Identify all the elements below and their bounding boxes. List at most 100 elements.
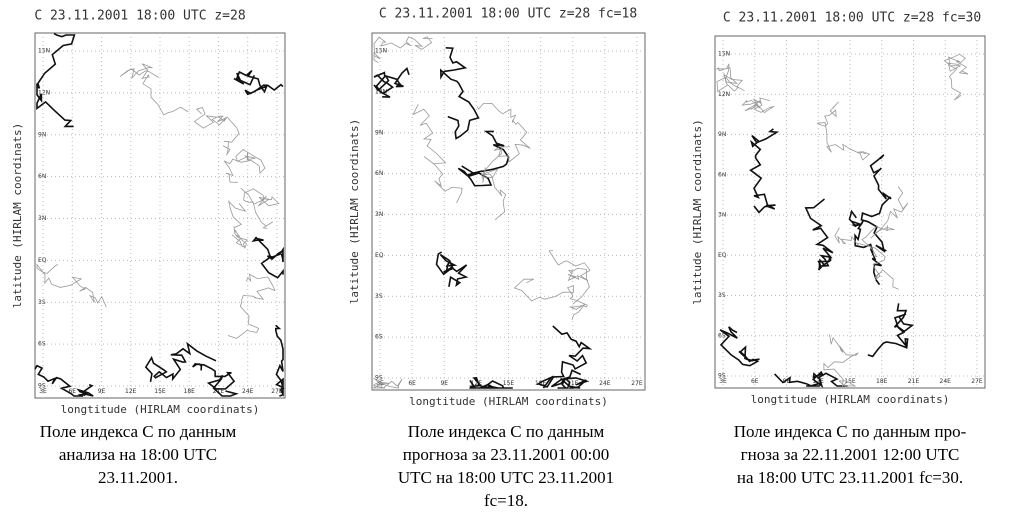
x-tick-label: 12E xyxy=(813,378,825,385)
x-tick-label: 9E xyxy=(98,388,106,395)
caption-line: на 18:00 UTC 23.11.2001 fc=30. xyxy=(737,468,963,487)
y-tick-label: 12N xyxy=(718,91,730,98)
contour xyxy=(476,102,531,163)
y-tick-label: 3S xyxy=(718,292,726,299)
contour xyxy=(119,63,189,116)
contour xyxy=(227,273,276,339)
caption-line: fc=18. xyxy=(484,491,528,510)
y-tick-label: 3S xyxy=(375,293,383,300)
x-tick-label: 24E xyxy=(940,378,952,385)
x-tick-label: 24E xyxy=(599,380,611,387)
contour xyxy=(943,53,969,101)
x-tick-label: 9E xyxy=(440,380,448,387)
y-tick-label: 9N xyxy=(718,131,726,138)
contour xyxy=(36,263,107,308)
x-tick-label: 21E xyxy=(908,378,920,385)
contour xyxy=(412,104,463,204)
coastline xyxy=(36,32,76,128)
coastline xyxy=(34,364,94,397)
x-tick-label: 27E xyxy=(971,378,983,385)
map-panel: C 23.11.2001 18:00 UTC z=28 fc=1815N12N9… xyxy=(348,7,646,510)
contour xyxy=(861,186,909,258)
contour xyxy=(193,107,240,156)
x-tick-label: 3E xyxy=(39,388,47,395)
caption-line: анализа на 18:00 UTC xyxy=(59,445,217,464)
y-tick-label: 9N xyxy=(375,129,383,136)
y-tick-label: EQ xyxy=(38,257,47,264)
map-title: C 23.11.2001 18:00 UTC z=28 fc=18 xyxy=(379,7,637,22)
map-panel: C 23.11.2001 18:00 UTC z=28 15N 12N 9N 6N 3N E… xyxy=(11,9,286,487)
y-tick-label: 3N xyxy=(375,211,383,218)
caption-line: 23.11.2001. xyxy=(98,468,178,487)
contour xyxy=(816,101,871,161)
x-tick-label: 21E xyxy=(213,388,225,395)
y-tick-label: 6N xyxy=(718,171,726,178)
coastline xyxy=(550,369,590,389)
y-tick-label: 3N xyxy=(718,212,726,219)
x-tick-label: 6E xyxy=(68,388,76,395)
y-tick-label: EQ xyxy=(718,252,727,259)
y-axis-label: latitude (HIRLAM coordinats) xyxy=(348,119,361,304)
x-tick-label: 3E xyxy=(719,378,727,385)
coastline xyxy=(469,376,513,389)
x-tick-label: 15E xyxy=(844,378,856,385)
x-tick-label: 24E xyxy=(242,388,254,395)
map-title: C 23.11.2001 18:00 UTC z=28 xyxy=(34,9,245,24)
caption-line: Поле индекса С по данным xyxy=(40,422,237,441)
x-axis-label: longtitude (HIRLAM coordinats) xyxy=(409,395,608,408)
x-tick-label: 12E xyxy=(471,380,483,387)
caption-line: UTC на 18:00 UTC 23.11.2001 xyxy=(398,468,614,487)
x-tick-label: 27E xyxy=(271,388,283,395)
caption-line: гноза за 22.11.2001 12:00 UTC xyxy=(741,445,960,464)
y-tick-label: 15N xyxy=(38,48,50,55)
coastline xyxy=(804,198,834,271)
x-tick-label: 18E xyxy=(184,388,196,395)
coastline xyxy=(275,324,285,397)
map-title: C 23.11.2001 18:00 UTC z=28 fc=30 xyxy=(723,11,981,26)
contour xyxy=(715,63,745,93)
coastline xyxy=(457,130,510,187)
coastline xyxy=(233,70,284,96)
x-tick-label: 12E xyxy=(125,388,137,395)
coastline xyxy=(439,47,480,140)
contour xyxy=(741,97,775,114)
y-tick-label: 6S xyxy=(38,341,46,348)
y-axis-label: latitude (HIRLAM coordinats) xyxy=(11,123,24,308)
contour xyxy=(240,187,280,229)
contour xyxy=(834,227,899,290)
caption-line: Поле индекса С по данным про- xyxy=(734,422,967,441)
x-tick-label: 21E xyxy=(567,380,579,387)
map-panel: C 23.11.2001 18:00 UTC z=28 fc=30 15N 12N 9… xyxy=(691,11,986,487)
contour xyxy=(373,36,433,64)
plot-frame xyxy=(371,32,646,391)
x-tick-label: 6E xyxy=(751,378,759,385)
x-tick-label: 15E xyxy=(503,380,515,387)
x-tick-label: 18E xyxy=(535,380,547,387)
y-tick-label: 6S xyxy=(718,332,726,339)
coastline xyxy=(860,154,892,253)
contour xyxy=(372,377,403,389)
coastline xyxy=(192,363,239,397)
coastline xyxy=(719,326,760,367)
caption-line: прогноза за 23.11.2001 00:00 xyxy=(403,445,610,464)
coastline xyxy=(251,236,284,279)
coastline xyxy=(435,251,469,288)
y-tick-label: 3N xyxy=(38,215,46,222)
y-tick-label: 6N xyxy=(38,173,46,180)
coastline xyxy=(144,341,217,383)
y-axis-label: latitude (HIRLAM coordinats) xyxy=(691,119,704,304)
y-tick-label: 9S xyxy=(38,383,46,390)
coastline xyxy=(536,325,593,389)
y-tick-label: 6N xyxy=(375,170,383,177)
y-tick-label: 12N xyxy=(38,89,50,96)
y-tick-label: 6S xyxy=(375,334,383,341)
contour xyxy=(513,278,588,321)
x-tick-label: 18E xyxy=(876,378,888,385)
contour xyxy=(823,334,859,387)
coastline xyxy=(774,370,848,388)
coastline xyxy=(848,209,882,286)
y-tick-label: 3S xyxy=(38,299,46,306)
x-axis-label: longtitude (HIRLAM coordinats) xyxy=(61,403,260,416)
x-tick-label: 15E xyxy=(154,388,166,395)
